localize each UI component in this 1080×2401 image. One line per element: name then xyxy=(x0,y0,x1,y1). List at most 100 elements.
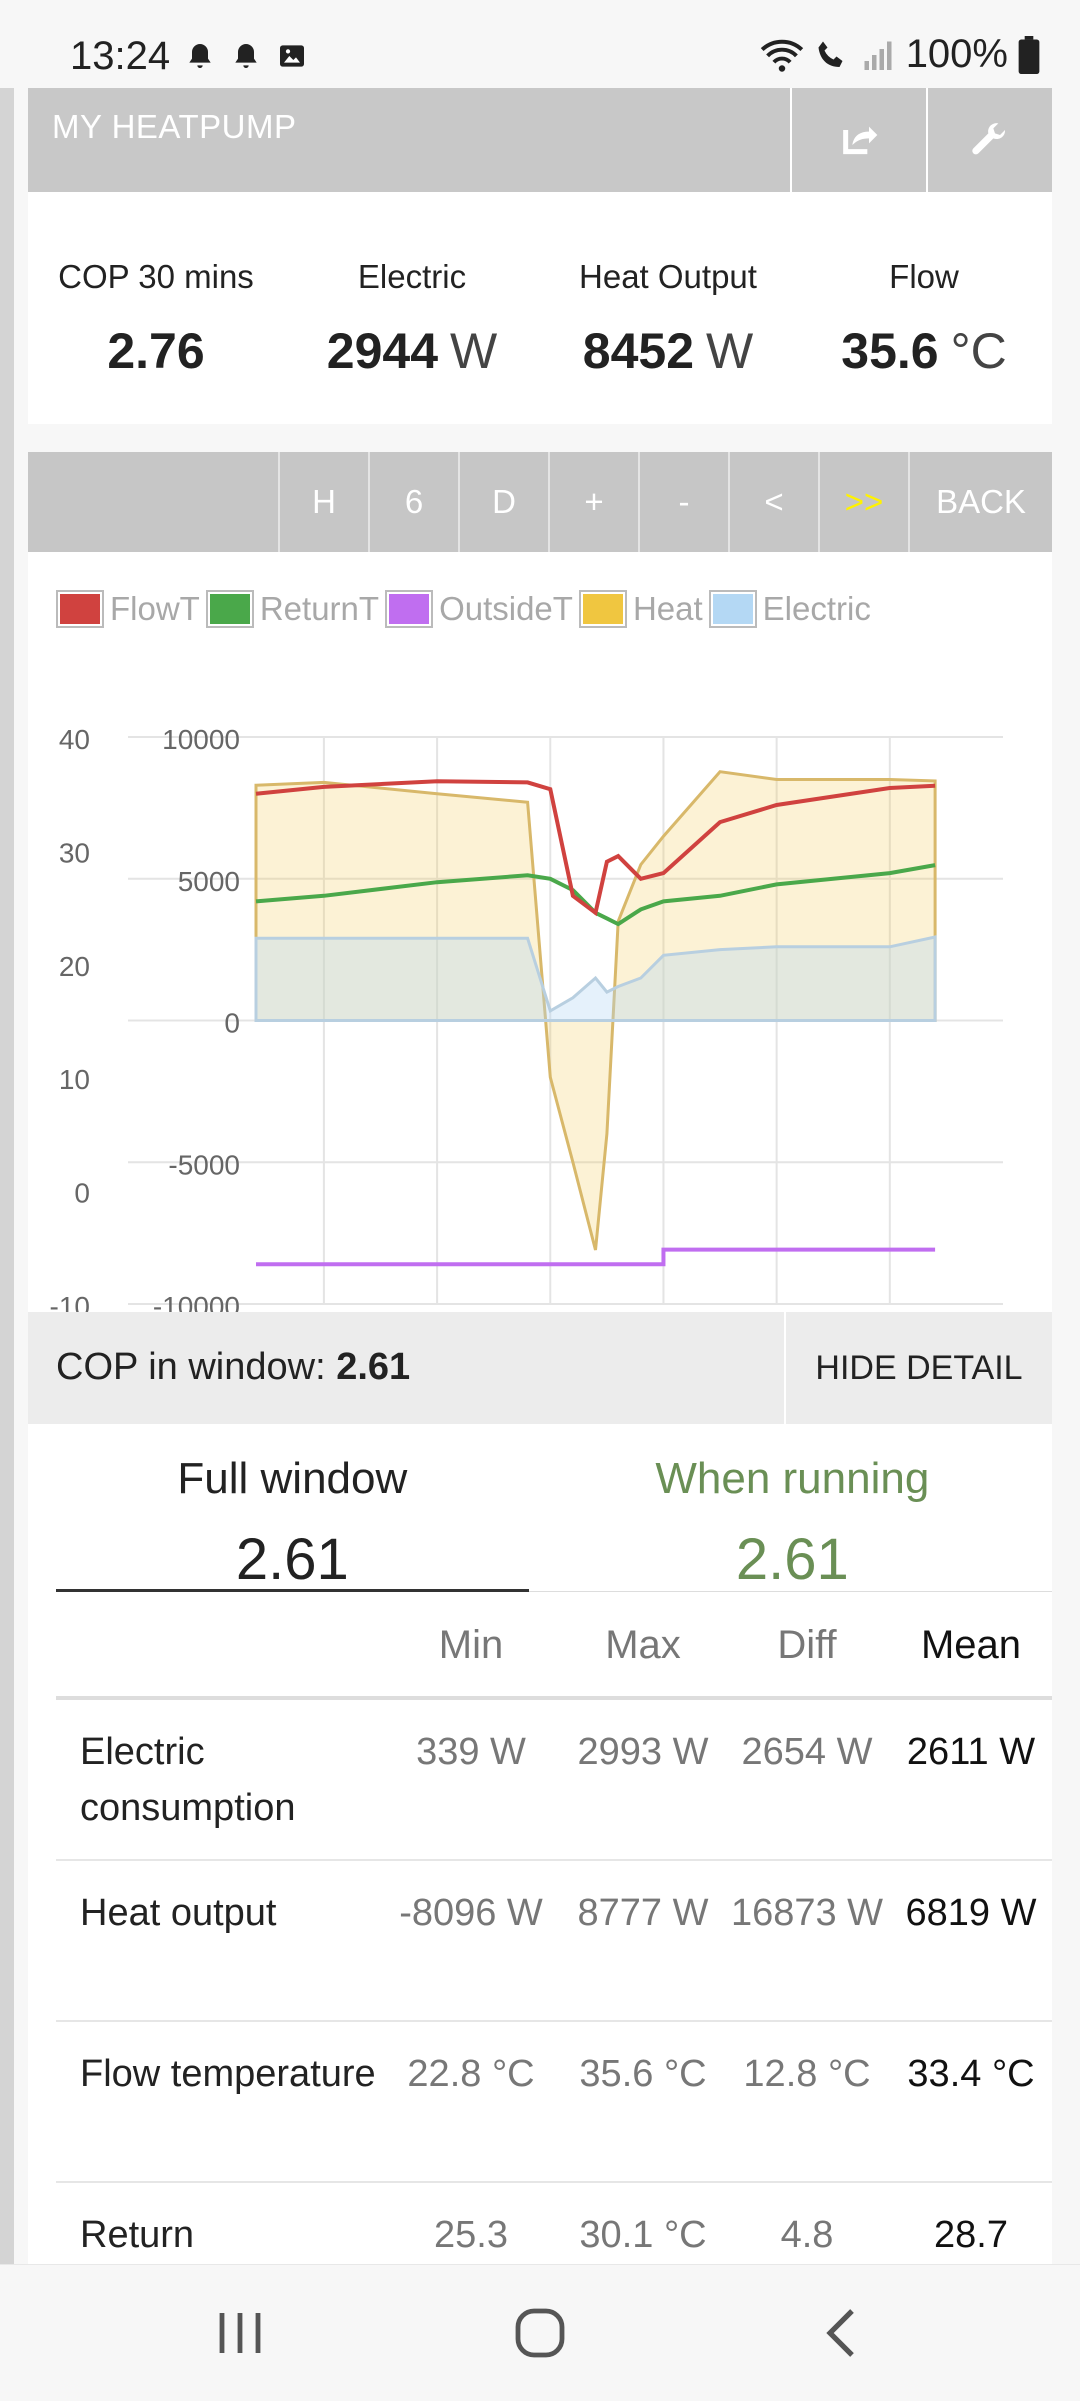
stat-unit: W xyxy=(706,323,754,379)
stat-electric: Electric 2944 W xyxy=(284,192,540,424)
wifi-call-icon xyxy=(818,41,843,67)
legend-swatch xyxy=(578,590,627,628)
left-tick-label: 0 xyxy=(74,1178,90,1209)
recents-icon[interactable] xyxy=(210,2307,270,2359)
col-max: Max xyxy=(560,1594,726,1700)
cell-max: 2993 W xyxy=(560,1698,726,1861)
wifi-icon xyxy=(760,39,803,72)
returnt-series-line xyxy=(255,863,936,927)
right-tick-label: -10000 xyxy=(153,1291,240,1312)
legend-returnt[interactable]: ReturnT xyxy=(205,590,379,628)
left-tick-label: 10 xyxy=(59,1064,90,1095)
cell-max: 35.6 °C xyxy=(560,2021,726,2183)
pan-left-button[interactable]: < xyxy=(728,452,818,552)
settings-button[interactable] xyxy=(926,88,1052,192)
stat-unit: °C xyxy=(950,323,1007,379)
cell-min: 339 W xyxy=(382,1698,560,1861)
cell-max: 8777 W xyxy=(560,1860,726,2022)
hour-button[interactable]: H xyxy=(278,452,368,552)
table-row: Heat output -8096 W 8777 W 16873 W 6819 … xyxy=(56,1860,1052,2022)
legend-swatch xyxy=(708,590,757,628)
cell-diff: 4.8 xyxy=(726,2182,888,2274)
page-edge xyxy=(0,88,14,2264)
status-bar: 13:24 100% xyxy=(0,0,1080,88)
stat-label: Heat Output xyxy=(579,258,757,295)
cell-diff: 2654 W xyxy=(726,1698,888,1861)
detail-panel: Full window 2.61 When running 2.61 Min M… xyxy=(28,1424,1052,2274)
left-tick-label: 30 xyxy=(59,837,90,868)
header: MY HEATPUMP xyxy=(28,88,1052,192)
zoom-in-button[interactable]: + xyxy=(548,452,638,552)
row-name: Flow temperature xyxy=(56,2021,382,2183)
cell-min: 22.8 °C xyxy=(382,2021,560,2183)
clock: 13:24 xyxy=(70,34,171,78)
cell-diff: 16873 W xyxy=(726,1860,888,2022)
table-row: Electric consumption 339 W 2993 W 2654 W… xyxy=(56,1698,1052,1861)
back-button[interactable]: BACK xyxy=(908,452,1052,552)
hide-detail-button[interactable]: HIDE DETAIL xyxy=(784,1312,1052,1424)
legend-flowt[interactable]: FlowT xyxy=(56,590,200,628)
battery-icon xyxy=(1018,35,1040,74)
legend-electric[interactable]: Electric xyxy=(708,590,871,628)
home-icon[interactable] xyxy=(512,2305,568,2361)
right-tick-label: 5000 xyxy=(178,866,240,897)
stat-label: COP 30 mins xyxy=(58,258,254,295)
tab-value: 2.61 xyxy=(735,1527,849,1592)
chart-legend: FlowT ReturnT OutsideT Heat Electric xyxy=(56,590,871,628)
legend-swatch xyxy=(56,590,104,628)
chart[interactable]: FlowT ReturnT OutsideT Heat Electric 40 3… xyxy=(28,552,1052,1312)
wrench-icon xyxy=(972,123,1006,155)
cop-window-value: 2.61 xyxy=(336,1346,411,1388)
cell-diff: 12.8 °C xyxy=(726,2021,888,2183)
cop-window-bar: COP in window: 2.61 HIDE DETAIL xyxy=(28,1312,1052,1424)
image-icon xyxy=(280,45,304,67)
detail-tabs: Full window 2.61 When running 2.61 xyxy=(56,1424,1052,1592)
right-tick-label: 10000 xyxy=(162,724,240,755)
legend-label: FlowT xyxy=(110,590,200,627)
cell-mean: 28.7 xyxy=(888,2182,1052,2274)
legend-heat[interactable]: Heat xyxy=(578,590,703,628)
stat-label: Flow xyxy=(889,258,959,295)
app: MY HEATPUMP COP 30 mins 2.76 Electric 29… xyxy=(28,88,1052,2274)
table-row: Return 25.3 30.1 °C 4.8 28.7 xyxy=(56,2182,1052,2274)
col-mean: Mean xyxy=(888,1594,1052,1700)
left-tick-label: -10 xyxy=(50,1291,90,1312)
col-diff: Diff xyxy=(726,1594,888,1700)
legend-label: OutsideT xyxy=(439,590,573,627)
stat-label: Electric xyxy=(357,258,467,295)
share-button[interactable] xyxy=(790,88,926,192)
col-name xyxy=(56,1594,382,1700)
row-name: Heat output xyxy=(56,1860,382,2022)
flowt-series-line xyxy=(255,779,936,917)
stat-value: 35.6 xyxy=(841,323,939,379)
chart-plot: 403020100-101000050000-5000-1000012:3012… xyxy=(50,724,1003,1312)
heat-series-area xyxy=(254,770,937,1251)
pan-right-button[interactable]: >> xyxy=(818,452,908,552)
back-nav-icon[interactable] xyxy=(820,2305,864,2361)
tab-when-running[interactable]: When running 2.61 xyxy=(528,1424,1052,1592)
cell-max: 30.1 °C xyxy=(560,2182,726,2274)
outsidet-series-line xyxy=(256,1247,936,1267)
tab-value: 2.61 xyxy=(235,1527,349,1592)
legend-outsidet[interactable]: OutsideT xyxy=(385,590,573,628)
cop-window-label: COP in window: xyxy=(56,1346,326,1388)
legend-label: Heat xyxy=(632,590,703,627)
zoom-out-button[interactable]: - xyxy=(638,452,728,552)
stat-heat-output: Heat Output 8452 W xyxy=(540,192,796,424)
cell-mean: 33.4 °C xyxy=(888,2021,1052,2183)
stat-value: 2.76 xyxy=(107,323,205,379)
row-name: Electric consumption xyxy=(56,1698,382,1861)
bell-icon xyxy=(189,44,211,68)
cell-mean: 2611 W xyxy=(888,1698,1052,1861)
six-hour-button[interactable]: 6 xyxy=(368,452,458,552)
cell-min: 25.3 xyxy=(382,2182,560,2274)
stat-cop: COP 30 mins 2.76 xyxy=(28,192,284,424)
stat-unit: W xyxy=(450,323,498,379)
battery-percent: 100% xyxy=(905,32,1008,76)
stat-value: 8452 xyxy=(582,323,695,379)
summary-stats: COP 30 mins 2.76 Electric 2944 W Heat Out… xyxy=(28,192,1052,424)
tab-full-window[interactable]: Full window 2.61 xyxy=(56,1424,529,1592)
day-button[interactable]: D xyxy=(458,452,548,552)
table-row: Flow temperature 22.8 °C 35.6 °C 12.8 °C… xyxy=(56,2021,1052,2183)
electric-series-area xyxy=(254,935,937,1022)
